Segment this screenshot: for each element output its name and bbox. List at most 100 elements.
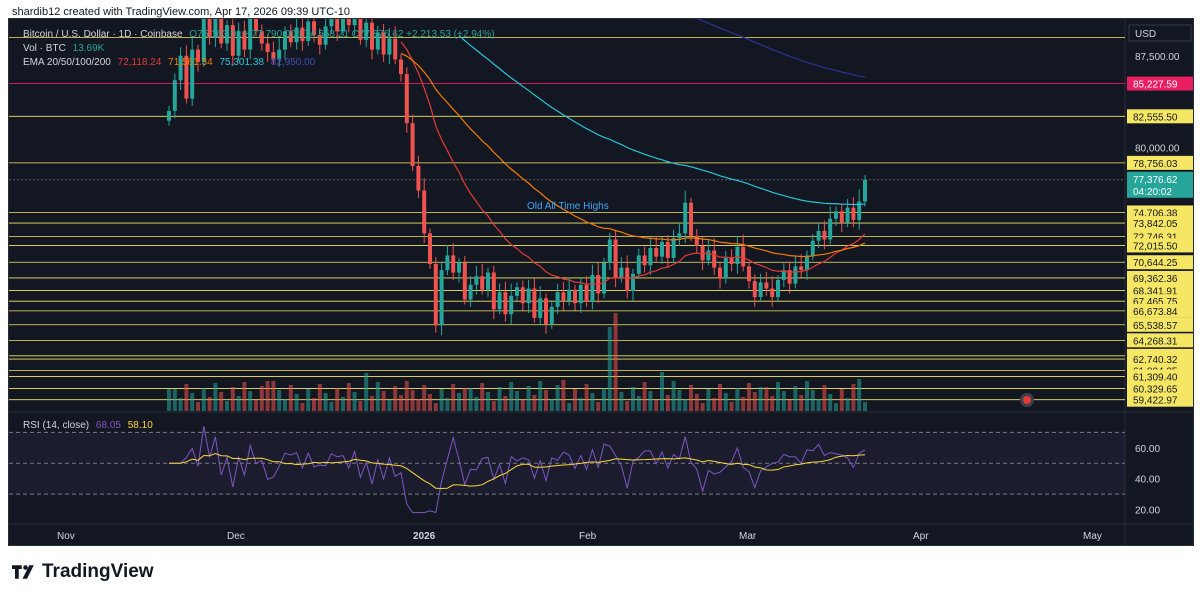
candle-28[interactable] [329, 19, 334, 27]
candle-44[interactable] [422, 190, 427, 234]
candle-68[interactable] [561, 292, 566, 301]
volume-bar-39[interactable] [393, 386, 398, 411]
legend-ema-label[interactable]: EMA 20/50/100/200 [23, 57, 111, 68]
candle-52[interactable] [468, 284, 473, 300]
candle-109[interactable] [799, 266, 804, 271]
candle-75[interactable] [602, 262, 606, 294]
candle-89[interactable] [683, 202, 688, 234]
candle-111[interactable] [810, 240, 815, 256]
volume-bar-117[interactable] [845, 398, 850, 411]
candle-103[interactable] [764, 282, 769, 289]
volume-bar-7[interactable] [207, 397, 212, 411]
volume-bar-110[interactable] [805, 381, 809, 411]
candle-9[interactable] [219, 19, 224, 44]
candle-72[interactable] [584, 284, 589, 302]
volume-bar-94[interactable] [712, 398, 717, 411]
candle-40[interactable] [399, 59, 403, 75]
volume-bar-74[interactable] [596, 402, 601, 411]
volume-bar-90[interactable] [689, 385, 693, 411]
volume-bar-2[interactable] [178, 398, 183, 411]
volume-bar-41[interactable] [404, 381, 409, 411]
volume-bar-80[interactable] [631, 387, 635, 411]
volume-bar-105[interactable] [776, 382, 780, 411]
candle-104[interactable] [770, 288, 775, 298]
legend-vol-label[interactable]: Vol · BTC [23, 43, 66, 54]
price-tag-level-15-bg[interactable] [1127, 369, 1193, 384]
candle-59[interactable] [509, 295, 514, 315]
volume-bar-36[interactable] [375, 382, 380, 411]
price-tag-level-6-bg[interactable] [1127, 270, 1193, 285]
candle-15[interactable] [254, 19, 258, 32]
candle-94[interactable] [712, 250, 717, 268]
candle-2[interactable] [178, 55, 183, 81]
candle-96[interactable] [723, 257, 728, 279]
volume-bar-12[interactable] [236, 396, 241, 411]
volume-bar-97[interactable] [729, 402, 734, 411]
volume-bar-71[interactable] [578, 398, 583, 411]
volume-bar-83[interactable] [648, 391, 653, 411]
candle-86[interactable] [665, 241, 670, 258]
volume-bar-0[interactable] [167, 389, 171, 411]
volume-bar-111[interactable] [810, 390, 815, 411]
price-chart[interactable]: 60.00 40.00 20.00 Old All Time Highs Nov Dec 2… [9, 19, 1193, 545]
volume-bar-76[interactable] [607, 327, 612, 411]
volume-bar-5[interactable] [196, 402, 200, 411]
volume-bar-17[interactable] [265, 381, 270, 411]
volume-bar-44[interactable] [422, 385, 427, 411]
volume-bar-81[interactable] [636, 396, 641, 411]
volume-bar-85[interactable] [660, 372, 664, 411]
candle-7[interactable] [207, 19, 212, 38]
volume-bar-58[interactable] [503, 396, 508, 411]
legend-symbol[interactable]: Bitcoin / U.S. Dollar · 1D · Coinbase [23, 29, 183, 40]
volume-bar-50[interactable] [457, 393, 461, 411]
volume-bar-102[interactable] [758, 387, 763, 411]
candle-35[interactable] [370, 22, 374, 50]
volume-bar-19[interactable] [277, 390, 282, 411]
volume-bar-92[interactable] [700, 403, 705, 411]
candle-84[interactable] [654, 248, 659, 257]
chart-frame[interactable]: 60.00 40.00 20.00 Old All Time Highs Nov Dec 2… [8, 18, 1194, 546]
volume-bar-86[interactable] [665, 395, 670, 411]
candle-37[interactable] [381, 32, 386, 55]
volume-bar-15[interactable] [254, 400, 258, 411]
volume-bar-22[interactable] [294, 394, 299, 411]
volume-bar-23[interactable] [300, 403, 305, 411]
candle-5[interactable] [196, 49, 200, 62]
candle-47[interactable] [439, 270, 444, 326]
price-tag-level-5-bg[interactable] [1127, 255, 1193, 270]
volume-bar-93[interactable] [706, 389, 711, 411]
candle-98[interactable] [735, 246, 740, 264]
volume-bar-32[interactable] [352, 392, 357, 411]
candle-66[interactable] [549, 306, 554, 325]
volume-bar-10[interactable] [225, 401, 229, 411]
candle-21[interactable] [288, 31, 293, 43]
candle-119[interactable] [857, 201, 862, 220]
volume-bar-112[interactable] [816, 399, 821, 411]
candle-6[interactable] [201, 19, 206, 62]
candle-118[interactable] [851, 207, 856, 220]
candle-81[interactable] [636, 255, 641, 274]
volume-bar-3[interactable] [184, 384, 189, 411]
volume-bar-34[interactable] [364, 373, 369, 411]
price-tag-level-11-bg[interactable] [1127, 333, 1193, 348]
candle-34[interactable] [364, 22, 369, 40]
candle-61[interactable] [520, 287, 525, 304]
volume-bar-61[interactable] [520, 400, 525, 411]
legend-rsi-label[interactable]: RSI (14, close) [23, 420, 90, 431]
price-tag-85227-bg[interactable] [1127, 76, 1193, 91]
candle-113[interactable] [822, 230, 827, 240]
ema200-line[interactable] [459, 19, 866, 78]
volume-bar-54[interactable] [480, 383, 485, 411]
volume-bar-21[interactable] [288, 385, 293, 411]
volume-bar-18[interactable] [271, 381, 276, 411]
candle-93[interactable] [706, 250, 711, 261]
candle-58[interactable] [503, 292, 508, 315]
candle-67[interactable] [555, 292, 560, 307]
volume-bar-48[interactable] [445, 398, 450, 411]
candle-26[interactable] [317, 34, 322, 45]
volume-bar-101[interactable] [752, 392, 757, 411]
volume-bar-53[interactable] [474, 397, 479, 411]
candle-92[interactable] [700, 245, 705, 261]
candle-27[interactable] [323, 26, 328, 45]
volume-bar-89[interactable] [683, 399, 688, 411]
